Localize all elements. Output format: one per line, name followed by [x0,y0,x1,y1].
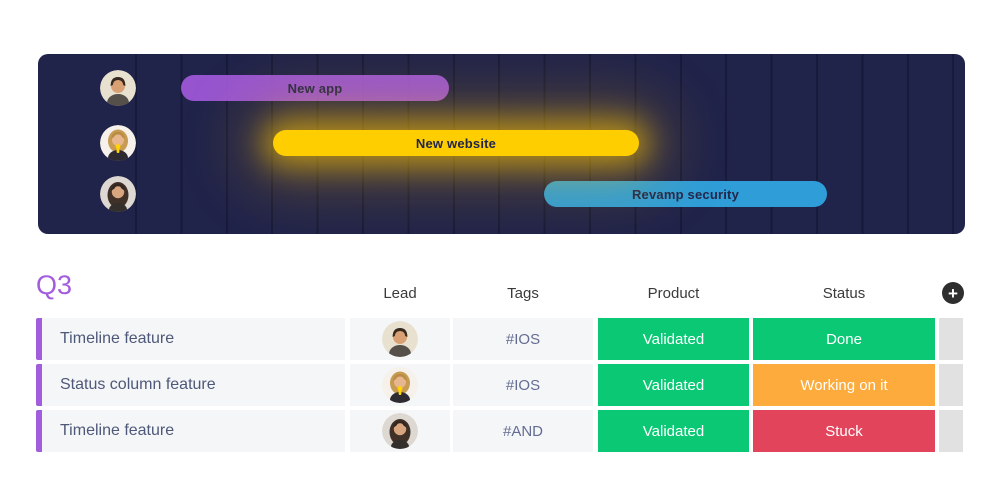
lead-cell[interactable] [350,364,450,406]
timeline-avatar-man [100,70,136,106]
column-header-status: Status [822,285,866,302]
empty-new-column-cell [939,410,963,452]
lead-cell[interactable] [350,410,450,452]
tags-cell[interactable]: #IOS [453,318,593,360]
tags-cell[interactable]: #IOS [453,364,593,406]
task-name-cell[interactable]: Timeline feature [36,410,345,452]
gantt-bar-new-website[interactable]: New website [273,130,639,156]
table-row: Status column feature #IOS Validated Wor… [0,364,1000,406]
table-row: Timeline feature #IOS Validated Done [0,318,1000,360]
timeline-panel: New app New website Revamp security [38,54,965,234]
product-status-cell[interactable]: Validated [598,364,749,406]
man-avatar-image [382,321,418,357]
woman-blonde-avatar-image [382,367,418,403]
status-cell[interactable]: Stuck [753,410,935,452]
status-cell[interactable]: Done [753,318,935,360]
task-name-cell[interactable]: Timeline feature [36,318,345,360]
product-status-cell[interactable]: Validated [598,410,749,452]
empty-new-column-cell [939,364,963,406]
tags-cell[interactable]: #AND [453,410,593,452]
column-header-lead: Lead [383,285,417,302]
lead-cell[interactable] [350,318,450,360]
gantt-bar-new-app[interactable]: New app [181,75,449,101]
status-cell[interactable]: Working on it [753,364,935,406]
add-column-button[interactable]: + [942,282,964,304]
column-header-product: Product [647,285,700,302]
task-name-cell[interactable]: Status column feature [36,364,345,406]
gantt-bar-revamp-security[interactable]: Revamp security [544,181,827,207]
product-status-cell[interactable]: Validated [598,318,749,360]
man-avatar-image [100,70,136,106]
timeline-avatar-woman-blonde [100,125,136,161]
woman-blonde-avatar-image [100,125,136,161]
group-title[interactable]: Q3 [36,270,73,300]
woman-brunette-avatar-image [100,176,136,212]
empty-new-column-cell [939,318,963,360]
timeline-avatar-woman-brunette [100,176,136,212]
column-header-tags: Tags [507,285,539,302]
table-row: Timeline feature #AND Validated Stuck [0,410,1000,452]
woman-brunette-avatar-image [382,413,418,449]
